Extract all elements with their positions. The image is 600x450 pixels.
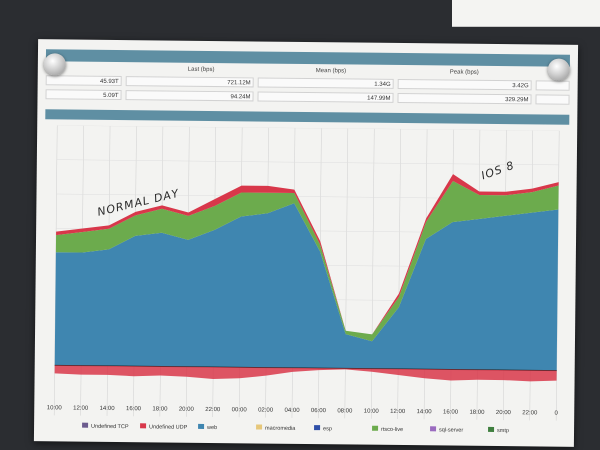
x-tick-label: 0 <box>555 411 559 417</box>
legend-label: sql-server <box>439 427 463 433</box>
x-tick-label: 04:00 <box>284 408 300 414</box>
x-tick-label: 06:00 <box>311 408 327 414</box>
printed-report: Last (bps) Mean (bps) Peak (bps) 45.93T … <box>33 39 579 447</box>
x-tick-label: 14:00 <box>100 406 116 412</box>
legend-label: Undefined UDP <box>149 424 188 430</box>
x-tick-label: 22:00 <box>205 407 221 413</box>
pushpin-right <box>547 58 570 81</box>
stats-header-mean: Mean (bps) <box>315 68 347 75</box>
x-tick-label: 16:00 <box>126 406 142 412</box>
legend-swatch <box>256 424 263 430</box>
stats-row2-mean: 147.99M <box>257 91 394 103</box>
stats-row1-mean: 1.34G <box>257 77 394 89</box>
chart-section-bar <box>45 109 570 125</box>
x-tick-label: 16:00 <box>443 409 459 415</box>
legend-swatch <box>314 425 321 431</box>
stats-row1-last: 721.12M <box>125 76 254 88</box>
x-tick-label: 12:00 <box>390 409 406 415</box>
stats-row1-col1: 45.93T <box>45 75 122 87</box>
series-area-web <box>54 203 559 371</box>
legend-label: Undefined TCP <box>91 424 129 430</box>
background-card <box>452 0 600 27</box>
legend-label: esp <box>323 426 332 432</box>
stats-row1-peak: 3.42G <box>397 78 532 91</box>
legend-label: rtsco-live <box>381 427 403 433</box>
x-tick-label: 22:00 <box>522 410 538 416</box>
grid-line-horizontal <box>57 125 560 131</box>
traffic-area-chart: 10:00 12:00 14:00 16:00 18:00 20:00 22:00 00:00… <box>47 125 560 434</box>
x-tick-label: 02:00 <box>258 408 274 414</box>
stats-row1-extra <box>535 80 570 91</box>
x-tick-label: 18:00 <box>152 406 168 412</box>
legend-swatch <box>372 425 379 431</box>
grid-line-vertical <box>344 128 349 419</box>
stats-table: Last (bps) Mean (bps) Peak (bps) 45.93T … <box>45 63 570 108</box>
traffic-chart: 10:00 12:00 14:00 16:00 18:00 20:00 22:00 00:00… <box>38 125 575 447</box>
legend-swatch <box>82 422 89 428</box>
grid-line-vertical <box>370 128 375 419</box>
legend-swatch <box>140 423 147 429</box>
x-tick-label: 20:00 <box>179 407 195 413</box>
legend-label: smtp <box>497 428 509 434</box>
x-tick-label: 18:00 <box>469 410 485 416</box>
legend-swatch <box>488 426 495 432</box>
x-tick-label: 08:00 <box>337 408 353 414</box>
grid-line-vertical <box>397 128 401 419</box>
x-tick-label: 00:00 <box>232 407 248 413</box>
series-area-rtsco-live <box>55 180 559 342</box>
legend-label: web <box>206 425 217 431</box>
grid-line-horizontal <box>56 159 559 166</box>
stats-row2-col1: 5.09T <box>45 89 122 101</box>
x-tick-label: 12:00 <box>73 406 89 412</box>
legend-swatch <box>198 423 205 429</box>
legend-label: macromedia <box>265 426 296 432</box>
x-tick-label: 10:00 <box>364 409 380 415</box>
pushpin-left <box>43 53 66 76</box>
x-tick-label: 14:00 <box>417 409 433 415</box>
stats-row2-last: 94.24M <box>125 90 254 102</box>
stats-row2-peak: 329.29M <box>397 92 532 105</box>
stats-header-last: Last (bps) <box>187 66 215 74</box>
x-tick-label: 10:00 <box>47 405 63 411</box>
legend-swatch <box>430 426 437 432</box>
outbound-band <box>54 365 557 382</box>
stats-row2-extra <box>535 94 570 105</box>
stats-header-peak: Peak (bps) <box>449 69 479 76</box>
x-tick-label: 20:00 <box>496 410 512 416</box>
